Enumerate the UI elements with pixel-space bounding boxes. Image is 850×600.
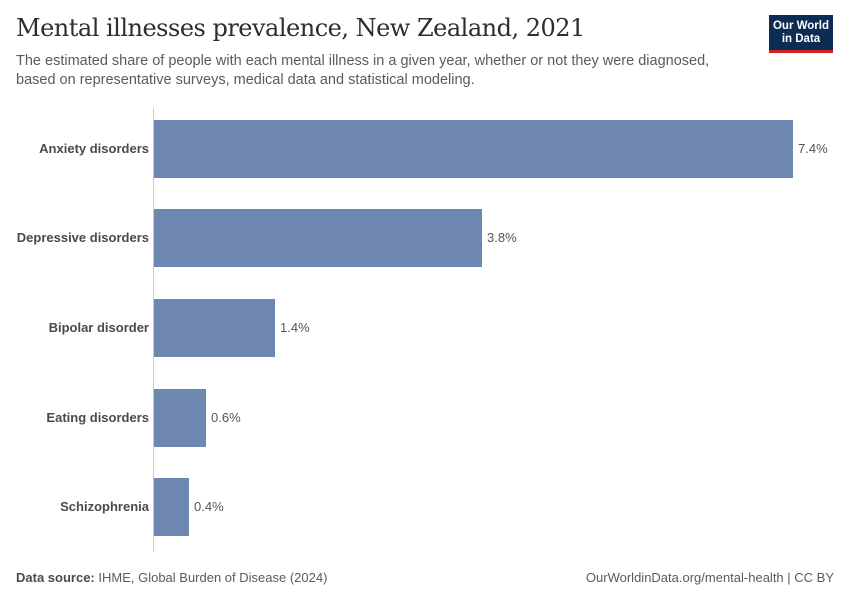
logo-line-2: in Data	[781, 32, 821, 45]
category-label: Depressive disorders	[16, 230, 149, 245]
bar[interactable]	[154, 389, 206, 447]
value-label: 3.8%	[487, 230, 517, 245]
bar[interactable]	[154, 120, 793, 178]
y-axis-line	[153, 108, 154, 552]
value-label: 7.4%	[798, 141, 828, 156]
value-label: 1.4%	[280, 320, 310, 335]
bar[interactable]	[154, 299, 275, 357]
data-source-label: Data source:	[16, 570, 95, 585]
value-label: 0.6%	[211, 410, 241, 425]
data-source-text: IHME, Global Burden of Disease (2024)	[94, 570, 328, 585]
source-link[interactable]: OurWorldinData.org/mental-health | CC BY	[585, 570, 834, 585]
category-label: Eating disorders	[46, 410, 149, 425]
category-label: Anxiety disorders	[39, 141, 149, 156]
bar[interactable]	[154, 209, 482, 267]
category-label: Schizophrenia	[60, 499, 149, 514]
logo-line-1: Our World	[772, 20, 829, 32]
owid-logo[interactable]: Our World in Data	[769, 15, 833, 53]
bar[interactable]	[154, 478, 189, 536]
category-label: Bipolar disorder	[48, 320, 149, 335]
value-label: 0.4%	[194, 499, 224, 514]
chart-title: Mental illnesses prevalence, New Zealand…	[16, 14, 585, 42]
data-source: Data source: IHME, Global Burden of Dise…	[16, 570, 327, 585]
chart-subtitle: The estimated share of people with each …	[16, 53, 710, 88]
